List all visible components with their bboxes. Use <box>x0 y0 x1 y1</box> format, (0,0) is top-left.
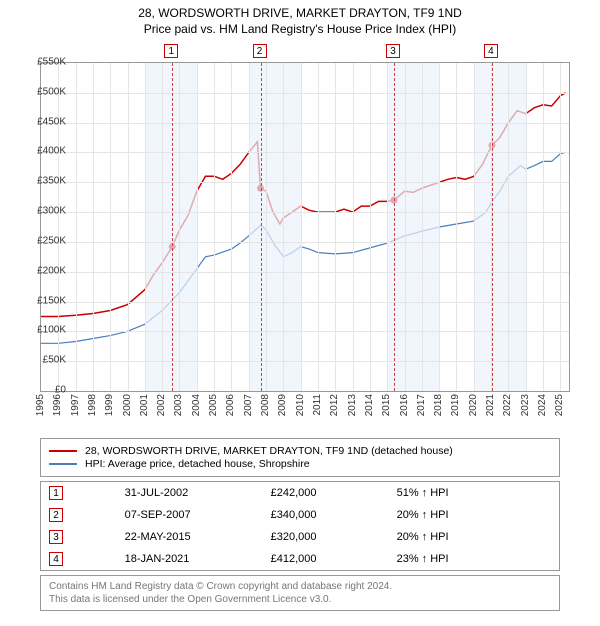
x-axis-label: 1997 <box>70 394 81 416</box>
tx-pct: 20% ↑ HPI <box>389 504 560 526</box>
x-axis-label: 2018 <box>433 394 444 416</box>
x-axis-label: 2012 <box>329 394 340 416</box>
tx-price: £242,000 <box>263 482 389 505</box>
x-axis-label: 2011 <box>312 394 323 416</box>
x-axis-label: 2000 <box>122 394 133 416</box>
x-axis-label: 2010 <box>295 394 306 416</box>
x-axis-label: 2005 <box>208 394 219 416</box>
x-axis-label: 2017 <box>416 394 427 416</box>
x-axis-label: 2002 <box>156 394 167 416</box>
y-axis-label: £100K <box>37 325 66 336</box>
tx-pct: 20% ↑ HPI <box>389 526 560 548</box>
tx-marker-icon: 4 <box>49 552 63 566</box>
x-axis-label: 2020 <box>468 394 479 416</box>
y-axis-label: £500K <box>37 86 66 97</box>
transaction-marker: 1 <box>164 44 178 58</box>
tx-marker-icon: 1 <box>49 486 63 500</box>
x-axis-label: 2013 <box>347 394 358 416</box>
recession-band <box>145 63 197 391</box>
tx-date: 22-MAY-2015 <box>117 526 263 548</box>
x-axis-label: 2003 <box>173 394 184 416</box>
table-row: 4 18-JAN-2021£412,00023% ↑ HPI <box>41 548 560 571</box>
x-axis-label: 2007 <box>243 394 254 416</box>
table-row: 3 22-MAY-2015£320,00020% ↑ HPI <box>41 526 560 548</box>
legend-swatch <box>49 450 77 452</box>
footer: Contains HM Land Registry data © Crown c… <box>40 575 560 611</box>
table-row: 2 07-SEP-2007£340,00020% ↑ HPI <box>41 504 560 526</box>
x-axis-label: 2001 <box>139 394 150 416</box>
footer-line2: This data is licensed under the Open Gov… <box>49 593 551 606</box>
y-axis-label: £300K <box>37 206 66 217</box>
x-axis-label: 2009 <box>277 394 288 416</box>
tx-price: £340,000 <box>263 504 389 526</box>
x-axis-label: 2016 <box>399 394 410 416</box>
x-axis-label: 1996 <box>52 394 63 416</box>
recession-band <box>387 63 439 391</box>
chart-subtitle: Price paid vs. HM Land Registry's House … <box>0 22 600 36</box>
transaction-guide <box>394 63 395 391</box>
x-axis-label: 2004 <box>191 394 202 416</box>
x-axis-label: 1999 <box>104 394 115 416</box>
tx-price: £320,000 <box>263 526 389 548</box>
x-axis-label: 1995 <box>35 394 46 416</box>
chart-container: 28, WORDSWORTH DRIVE, MARKET DRAYTON, TF… <box>0 6 600 626</box>
y-axis-label: £200K <box>37 265 66 276</box>
tx-pct: 51% ↑ HPI <box>389 482 560 505</box>
x-axis-label: 2006 <box>225 394 236 416</box>
transaction-marker: 3 <box>386 44 400 58</box>
x-axis-label: 2024 <box>537 394 548 416</box>
tx-date: 18-JAN-2021 <box>117 548 263 571</box>
transaction-marker: 4 <box>484 44 498 58</box>
legend-label: 28, WORDSWORTH DRIVE, MARKET DRAYTON, TF… <box>85 445 453 457</box>
y-axis-label: £450K <box>37 116 66 127</box>
x-axis-label: 2022 <box>502 394 513 416</box>
x-axis-label: 2015 <box>381 394 392 416</box>
x-axis-label: 2008 <box>260 394 271 416</box>
transaction-table: 1 31-JUL-2002£242,00051% ↑ HPI 2 07-SEP-200… <box>40 481 560 571</box>
recession-band <box>249 63 301 391</box>
tx-marker-icon: 3 <box>49 530 63 544</box>
x-axis-label: 2021 <box>485 394 496 416</box>
transaction-marker: 2 <box>253 44 267 58</box>
tx-date: 31-JUL-2002 <box>117 482 263 505</box>
legend: 28, WORDSWORTH DRIVE, MARKET DRAYTON, TF… <box>40 438 560 477</box>
transaction-guide <box>261 63 262 391</box>
y-axis-label: £50K <box>43 355 66 366</box>
footer-line1: Contains HM Land Registry data © Crown c… <box>49 580 551 593</box>
x-axis-label: 2025 <box>554 394 565 416</box>
x-axis-label: 2019 <box>450 394 461 416</box>
tx-marker-icon: 2 <box>49 508 63 522</box>
x-axis-label: 1998 <box>87 394 98 416</box>
x-axis-label: 2014 <box>364 394 375 416</box>
y-axis-label: £250K <box>37 235 66 246</box>
transaction-guide <box>172 63 173 391</box>
plot-box <box>40 62 570 392</box>
transaction-guide <box>492 63 493 391</box>
y-axis-label: £150K <box>37 295 66 306</box>
tx-pct: 23% ↑ HPI <box>389 548 560 571</box>
legend-swatch <box>49 463 77 465</box>
table-row: 1 31-JUL-2002£242,00051% ↑ HPI <box>41 482 560 505</box>
chart-title: 28, WORDSWORTH DRIVE, MARKET DRAYTON, TF… <box>0 6 600 20</box>
recession-band <box>474 63 526 391</box>
chart-area: £0£50K£100K£150K£200K£250K£300K£350K£400… <box>40 42 600 432</box>
legend-item: HPI: Average price, detached house, Shro… <box>49 458 551 470</box>
x-axis-label: 2023 <box>520 394 531 416</box>
y-axis-label: £350K <box>37 176 66 187</box>
legend-item: 28, WORDSWORTH DRIVE, MARKET DRAYTON, TF… <box>49 445 551 457</box>
y-axis-label: £550K <box>37 57 66 68</box>
legend-label: HPI: Average price, detached house, Shro… <box>85 458 310 470</box>
y-axis-label: £400K <box>37 146 66 157</box>
tx-price: £412,000 <box>263 548 389 571</box>
tx-date: 07-SEP-2007 <box>117 504 263 526</box>
